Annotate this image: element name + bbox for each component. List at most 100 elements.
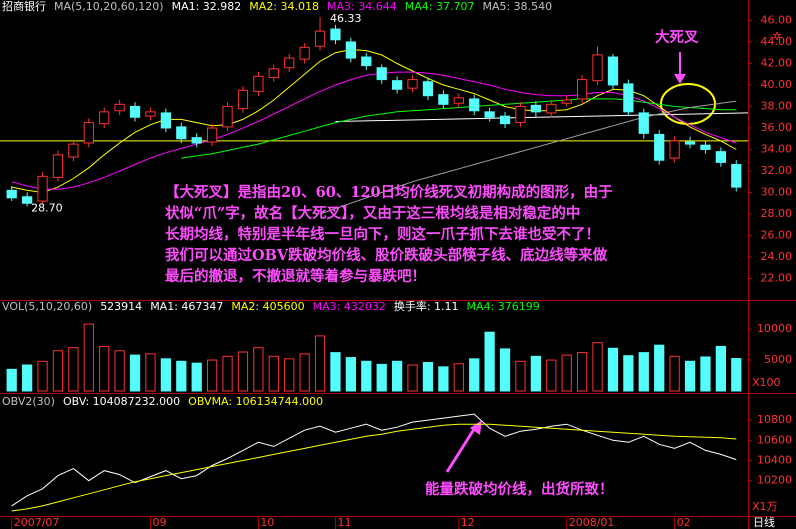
candle-body: [176, 126, 187, 140]
annotation-line: 最后的撤退，不撤退就等着参与暴跌吧！: [165, 267, 426, 285]
candle-body: [299, 46, 310, 60]
candle-body: [160, 112, 172, 129]
y-tick-label: 26.00: [761, 228, 793, 241]
volume-bar: [129, 354, 141, 392]
y-tick-label: 32.00: [761, 164, 793, 177]
line: [11, 413, 737, 507]
y-tick-label: 28.00: [761, 207, 793, 220]
candle-body: [669, 140, 680, 159]
callout-arrowhead: [674, 74, 686, 84]
volume-bar: [237, 351, 249, 392]
volume-bar: [114, 350, 125, 392]
volume-bar: [530, 355, 541, 392]
volume-bar: [253, 347, 264, 392]
annotation-line: 【大死叉】是指由20、60、120日均价线死叉初期构成的图形，由于: [165, 183, 613, 201]
volume-bar: [684, 360, 696, 392]
volume-bar: [99, 345, 110, 392]
y-tick-label: 36.00: [761, 121, 793, 134]
candle-body: [99, 111, 110, 125]
y-tick-label: 30.00: [761, 185, 793, 198]
candle-body: [253, 75, 264, 92]
y-tick-label: 46.00: [761, 13, 793, 26]
candle-body: [129, 105, 141, 118]
candle-body: [546, 103, 557, 114]
candle-body: [191, 137, 202, 144]
candle-body: [83, 122, 94, 144]
y-tick-label: 24.00: [761, 250, 793, 263]
legend-item: MA2: 34.018: [249, 0, 319, 13]
volume-bar: [561, 354, 572, 392]
line: [319, 100, 737, 215]
volume-bar: [484, 331, 495, 392]
period-label: 日线: [753, 515, 775, 529]
candle-body: [37, 175, 48, 202]
volume-bar: [469, 358, 480, 392]
x-tick-label: 10: [260, 516, 274, 529]
obv-arrow: [445, 425, 478, 473]
volume-bar: [6, 368, 17, 392]
volume-bar: [345, 357, 357, 392]
volume-bar: [438, 366, 449, 392]
legend-item: OBV: 104087232.000: [63, 395, 180, 408]
candle-body: [715, 151, 726, 163]
x-tick-label: 2007/07: [14, 516, 60, 529]
annotation-line: 长期均线，特别是半年线一旦向下，则这一爪子抓下去谁也受不了！: [165, 225, 600, 243]
legend-item: MA(5,10,20,60,120): [54, 0, 164, 13]
volume-bar: [638, 352, 649, 392]
volume-bar: [52, 350, 64, 392]
volume-bar: [376, 363, 387, 392]
legend-item: VOL(5,10,20,60): [2, 300, 92, 313]
candle-body: [268, 68, 279, 78]
candle-body: [469, 98, 480, 112]
volume-bar: [160, 358, 172, 392]
y-tick-label: 22.00: [761, 271, 793, 284]
legend-item: 招商银行: [2, 0, 46, 13]
y-tick-label: 5000: [764, 353, 792, 366]
candle-body: [407, 79, 418, 89]
volume-bar: [576, 352, 588, 392]
legend-item: MA1: 467347: [150, 300, 223, 313]
volume-bar: [268, 355, 279, 392]
candle-body: [68, 143, 79, 158]
volume-bar: [453, 363, 464, 392]
legend-item: OBV2(30): [2, 395, 55, 408]
volume-bar: [68, 347, 79, 392]
settings-icon[interactable]: ✲: [772, 30, 781, 43]
volume-bar: [222, 355, 233, 392]
legend-item: MA3: 34.644: [327, 0, 397, 13]
candle-body: [6, 189, 17, 199]
volume-bar: [422, 362, 434, 392]
legend-item: MA2: 405600: [231, 300, 304, 313]
y-tick-label: 42.00: [761, 56, 793, 69]
annotation-line: 状似“爪”字，故名【大死叉】，又由于这三根均线是相对稳定的中: [165, 204, 580, 222]
y-tick-label: 10000: [757, 322, 792, 335]
candle-body: [438, 94, 449, 105]
volume-bar: [499, 348, 511, 392]
legend-item: 换手率: 1.11: [394, 299, 459, 313]
y-tick-label: 40.00: [761, 78, 793, 91]
candle-body: [561, 99, 572, 104]
line: [11, 48, 737, 194]
volume-bar: [546, 359, 557, 392]
y-tick-label: 10400: [757, 453, 792, 466]
high-label: 46.33: [330, 12, 362, 25]
volume-bar: [330, 352, 341, 392]
candle-body: [484, 111, 495, 118]
x-tick-label: 02: [677, 516, 691, 529]
volume-bar: [669, 355, 680, 392]
volume-bar: [731, 358, 742, 392]
volume-bar: [654, 344, 665, 392]
low-label: 28.70: [31, 201, 63, 214]
candle-body: [422, 81, 434, 97]
volume-bar: [607, 347, 619, 392]
legend-item: MA5: 38.540: [482, 0, 552, 13]
candle-body: [684, 141, 696, 145]
y-tick-label: 38.00: [761, 99, 793, 112]
volume-bar: [623, 355, 634, 392]
volume-bar: [407, 364, 418, 392]
x-tick-label: 2008/01: [569, 516, 615, 529]
legend-item: MA1: 32.982: [172, 0, 242, 13]
volume-bar: [361, 360, 372, 392]
